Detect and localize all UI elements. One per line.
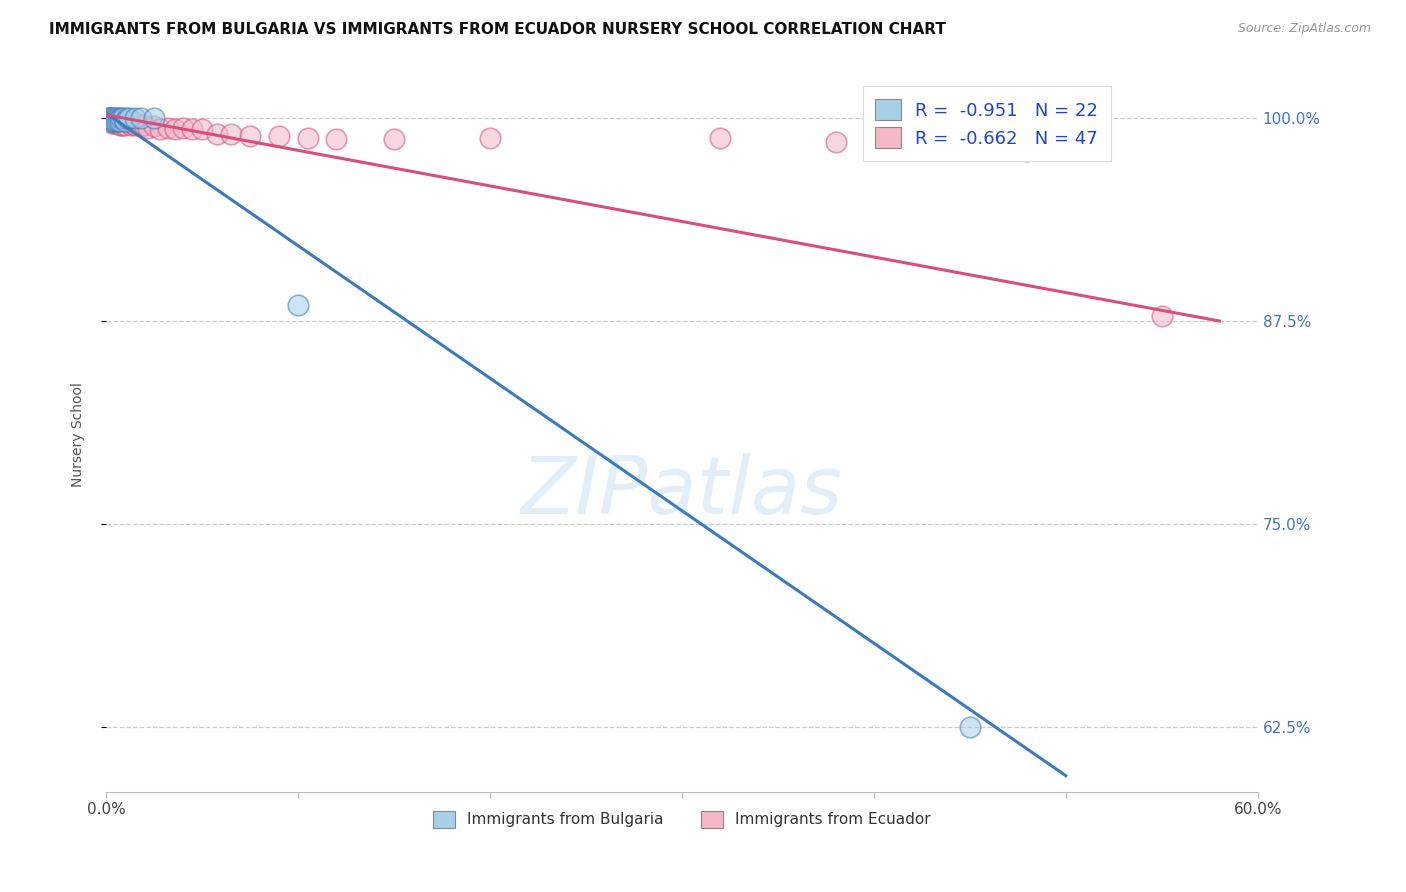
Point xyxy=(219,128,242,142)
Point xyxy=(114,114,136,128)
Point xyxy=(125,116,148,130)
Point xyxy=(103,116,125,130)
Text: ZIPatlas: ZIPatlas xyxy=(520,453,844,531)
Y-axis label: Nursery School: Nursery School xyxy=(72,383,86,487)
Point xyxy=(824,136,846,150)
Point xyxy=(104,112,127,127)
Point xyxy=(114,118,136,132)
Point xyxy=(108,111,131,125)
Point xyxy=(103,112,125,127)
Point xyxy=(108,118,131,132)
Point xyxy=(112,118,135,132)
Point xyxy=(134,118,156,132)
Point xyxy=(98,111,121,125)
Point xyxy=(108,114,131,128)
Point xyxy=(104,116,127,130)
Point xyxy=(207,128,229,142)
Point xyxy=(143,119,166,133)
Point xyxy=(325,132,347,146)
Point xyxy=(107,112,129,127)
Point xyxy=(191,122,214,136)
Point xyxy=(297,130,319,145)
Point xyxy=(110,111,132,125)
Point xyxy=(104,114,127,128)
Point xyxy=(103,114,125,128)
Text: IMMIGRANTS FROM BULGARIA VS IMMIGRANTS FROM ECUADOR NURSERY SCHOOL CORRELATION C: IMMIGRANTS FROM BULGARIA VS IMMIGRANTS F… xyxy=(49,22,946,37)
Point xyxy=(181,122,204,136)
Text: Source: ZipAtlas.com: Source: ZipAtlas.com xyxy=(1237,22,1371,36)
Point xyxy=(136,120,159,135)
Point xyxy=(239,128,262,143)
Point xyxy=(97,111,120,125)
Point xyxy=(108,114,131,128)
Point xyxy=(1017,144,1039,158)
Point xyxy=(118,116,141,130)
Point xyxy=(98,114,121,128)
Point xyxy=(110,114,132,128)
Point xyxy=(112,111,135,125)
Point xyxy=(101,111,124,125)
Point xyxy=(122,116,145,130)
Point xyxy=(98,111,121,125)
Point xyxy=(120,118,142,132)
Point xyxy=(124,118,146,132)
Point xyxy=(104,111,127,125)
Point xyxy=(107,114,129,128)
Point xyxy=(115,111,138,125)
Point xyxy=(114,114,136,128)
Point xyxy=(101,116,124,130)
Point xyxy=(382,132,405,146)
Point xyxy=(118,111,141,125)
Point xyxy=(129,119,152,133)
Point xyxy=(143,111,166,125)
Point xyxy=(97,111,120,125)
Point xyxy=(1150,309,1173,323)
Point xyxy=(165,122,187,136)
Point xyxy=(124,111,146,125)
Point xyxy=(129,111,152,125)
Point xyxy=(107,111,129,125)
Point xyxy=(101,111,124,125)
Point xyxy=(267,128,290,143)
Point xyxy=(110,118,132,132)
Point xyxy=(101,114,124,128)
Point xyxy=(479,130,502,145)
Point xyxy=(112,114,135,128)
Point xyxy=(115,114,138,128)
Point xyxy=(172,120,194,135)
Legend: Immigrants from Bulgaria, Immigrants from Ecuador: Immigrants from Bulgaria, Immigrants fro… xyxy=(427,805,936,834)
Point xyxy=(107,116,129,130)
Point xyxy=(156,120,179,135)
Point xyxy=(149,122,172,136)
Point xyxy=(287,298,309,312)
Point xyxy=(959,720,981,734)
Point xyxy=(103,111,125,125)
Point xyxy=(709,130,731,145)
